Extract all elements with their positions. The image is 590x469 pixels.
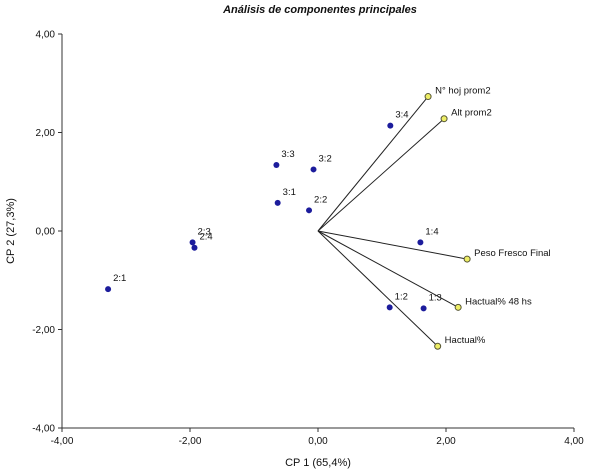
variable-label: N° hoj prom2: [435, 86, 491, 97]
observation-label: 3:4: [395, 110, 408, 121]
observation-label: 1:3: [429, 292, 442, 303]
variable-vector: [317, 96, 429, 232]
variable-marker: [434, 342, 442, 350]
variable-label: Hactual%: [445, 335, 486, 346]
observation-point: [273, 162, 280, 169]
variable-label: Peso Fresco Final: [474, 248, 551, 259]
observation-point: [417, 239, 424, 246]
observation-points: 2:1 2:32:4 3:3 3:1 3:2 2:2 3:4 1:4 1:2 1:3: [105, 110, 442, 312]
observation-label: 1:4: [425, 226, 438, 237]
x-axis-label: CP 1 (65,4%): [285, 457, 351, 469]
observation-point: [189, 239, 196, 246]
observation-point: [310, 166, 317, 173]
observation-point: [386, 304, 393, 311]
x-tick-label: 0,00: [308, 436, 328, 447]
y-axis-label: CP 2 (27,3%): [5, 198, 17, 264]
observation-point: [274, 199, 281, 206]
y-tick-label: 2,00: [36, 128, 56, 139]
observation-label: 3:3: [281, 149, 294, 160]
variable-vector: [317, 230, 459, 308]
x-tick-label: 2,00: [436, 436, 456, 447]
observation-point: [191, 244, 198, 251]
variable-marker: [454, 303, 462, 311]
observation-label: 2:4: [199, 232, 212, 243]
observation-point: [306, 207, 313, 214]
variable-vector: [317, 118, 445, 232]
observation-label: 2:3: [198, 226, 211, 237]
observation-label: 3:1: [283, 187, 296, 198]
observation-label: 2:1: [113, 273, 126, 284]
variable-label: Hactual% 48 hs: [465, 296, 532, 307]
x-tick-label: -4,00: [51, 436, 74, 447]
observation-point: [420, 305, 427, 312]
variable-vector: [317, 230, 468, 260]
x-tick-label: -2,00: [179, 436, 202, 447]
observation-label: 3:2: [319, 153, 332, 164]
y-tick-label: 0,00: [36, 227, 56, 238]
y-tick-label: -2,00: [32, 325, 55, 336]
variable-label: Alt prom2: [451, 108, 492, 119]
variable-vectors: N° hoj prom2 Alt prom2 Peso Fresco Final Ha…: [317, 86, 551, 350]
observation-point: [105, 286, 112, 293]
variable-marker: [424, 93, 432, 101]
variable-vector: [317, 230, 439, 347]
y-tick-label: -4,00: [32, 424, 55, 435]
variable-marker: [463, 255, 471, 263]
observation-point: [387, 122, 394, 129]
variable-marker: [440, 115, 448, 123]
y-tick-label: 4,00: [36, 30, 56, 41]
x-tick-label: 4,00: [564, 436, 584, 447]
observation-label: 1:2: [395, 291, 408, 302]
observation-label: 2:2: [314, 194, 327, 205]
chart-title: Análisis de componentes principales: [222, 4, 417, 16]
axes: -4,00 -2,00 0,00 2,00 4,00 -4,00 -2,00 0,00 2,00…: [32, 30, 584, 448]
